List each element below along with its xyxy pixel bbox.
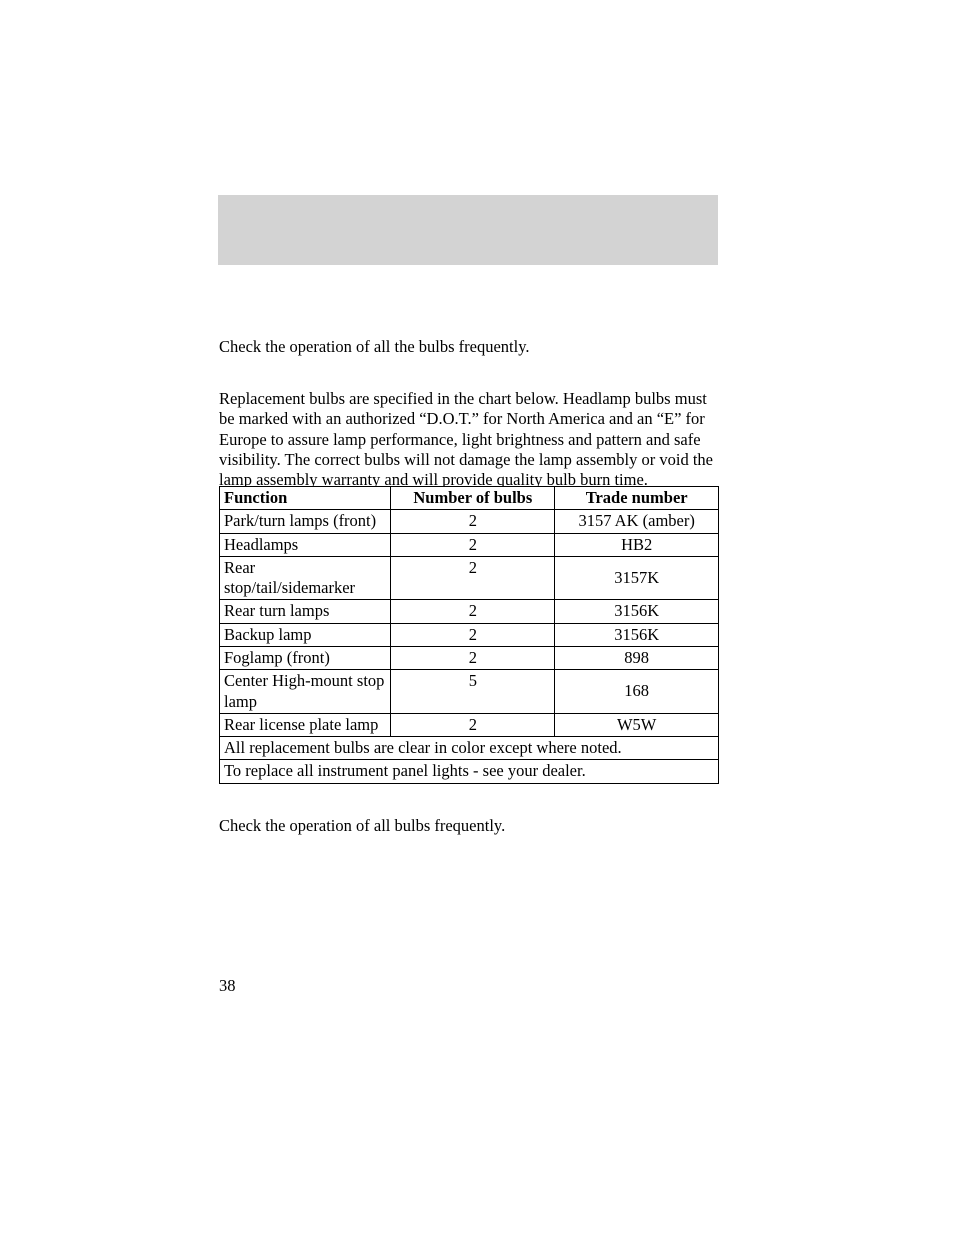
cell-function: Backup lamp [220,623,391,646]
cell-function: Park/turn lamps (front) [220,510,391,533]
cell-function: Center High-mount stop lamp [220,670,391,714]
cell-trade-no: W5W [555,713,719,736]
cell-trade-no: 3157K [555,556,719,600]
table-row: Rear turn lamps 2 3156K [220,600,719,623]
closing-text: Check the operation of all bulbs frequen… [219,816,719,836]
cell-trade-no: 168 [555,670,719,714]
cell-num-bulbs: 2 [391,556,555,600]
cell-function: Foglamp (front) [220,646,391,669]
table-row: Backup lamp 2 3156K [220,623,719,646]
table-header-row: Function Number of bulbs Trade number [220,487,719,510]
table-footer-row: All replacement bulbs are clear in color… [220,737,719,760]
table-row: Rear stop/tail/sidemarker 2 3157K [220,556,719,600]
table-row: Park/turn lamps (front) 2 3157 AK (amber… [220,510,719,533]
cell-num-bulbs: 2 [391,600,555,623]
replacement-paragraph: Replacement bulbs are specified in the c… [219,389,723,490]
cell-num-bulbs: 2 [391,713,555,736]
cell-num-bulbs: 2 [391,646,555,669]
table-row: Center High-mount stop lamp 5 168 [220,670,719,714]
col-header-num-bulbs: Number of bulbs [391,487,555,510]
cell-num-bulbs: 2 [391,510,555,533]
col-header-trade-number: Trade number [555,487,719,510]
cell-trade-no: 3156K [555,600,719,623]
cell-trade-no: 898 [555,646,719,669]
cell-num-bulbs: 2 [391,623,555,646]
cell-num-bulbs: 2 [391,533,555,556]
bulb-spec-table: Function Number of bulbs Trade number Pa… [219,486,719,784]
cell-trade-no: 3157 AK (amber) [555,510,719,533]
page-number: 38 [219,976,236,996]
table-note-1: All replacement bulbs are clear in color… [220,737,719,760]
cell-trade-no: HB2 [555,533,719,556]
cell-num-bulbs: 5 [391,670,555,714]
table-row: Rear license plate lamp 2 W5W [220,713,719,736]
cell-function: Rear license plate lamp [220,713,391,736]
section-header-box [218,195,718,265]
table-note-2: To replace all instrument panel lights -… [220,760,719,783]
col-header-function: Function [220,487,391,510]
cell-function: Rear stop/tail/sidemarker [220,556,391,600]
table-row: Headlamps 2 HB2 [220,533,719,556]
cell-trade-no: 3156K [555,623,719,646]
cell-function: Rear turn lamps [220,600,391,623]
table-footer-row: To replace all instrument panel lights -… [220,760,719,783]
table-row: Foglamp (front) 2 898 [220,646,719,669]
cell-function: Headlamps [220,533,391,556]
intro-text: Check the operation of all the bulbs fre… [219,337,719,357]
